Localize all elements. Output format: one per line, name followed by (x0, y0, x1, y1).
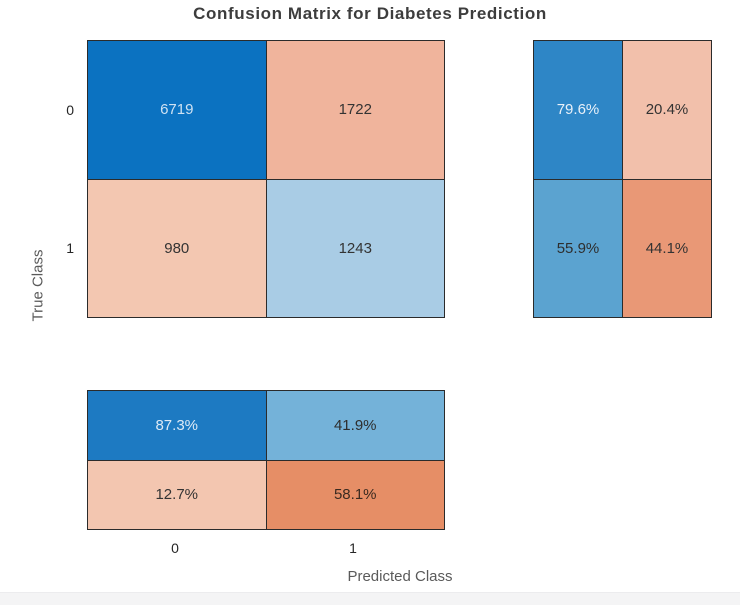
row-summary-cell-true0-incorrect: 20.4% (623, 41, 711, 179)
y-axis-label: True Class (29, 249, 47, 322)
x-tick-1: 1 (349, 540, 357, 556)
chart-title: Confusion Matrix for Diabetes Prediction (193, 4, 547, 23)
y-tick-0: 0 (66, 102, 74, 118)
matrix-cell-true0-pred0: 6719 (88, 41, 266, 179)
column-summary-cell-pred0-incorrect: 12.7% (88, 460, 266, 529)
y-tick-1: 1 (66, 240, 74, 256)
row-summary-cell-true1-incorrect: 55.9% (534, 179, 622, 317)
matrix-cell-true0-pred1: 1722 (266, 41, 444, 179)
row-summary-cell-true1-correct: 44.1% (623, 179, 711, 317)
confusion-matrix-main-panel: 6719 1722 980 1243 (87, 40, 445, 318)
x-axis-label: Predicted Class (347, 568, 453, 585)
row-summary-cell-true0-correct: 79.6% (534, 41, 622, 179)
column-summary-cell-pred0-correct: 87.3% (88, 391, 266, 460)
column-summary-cell-pred1-incorrect: 41.9% (266, 391, 444, 460)
column-summary-cell-pred1-correct: 58.1% (266, 460, 444, 529)
column-summary-panel: 87.3% 41.9% 12.7% 58.1% (87, 390, 445, 530)
matrix-cell-true1-pred0: 980 (88, 179, 266, 317)
row-summary-panel: 79.6% 20.4% 55.9% 44.1% (533, 40, 712, 318)
matrix-cell-true1-pred1: 1243 (266, 179, 444, 317)
x-tick-0: 0 (171, 540, 179, 556)
window-edge-strip (0, 592, 740, 605)
